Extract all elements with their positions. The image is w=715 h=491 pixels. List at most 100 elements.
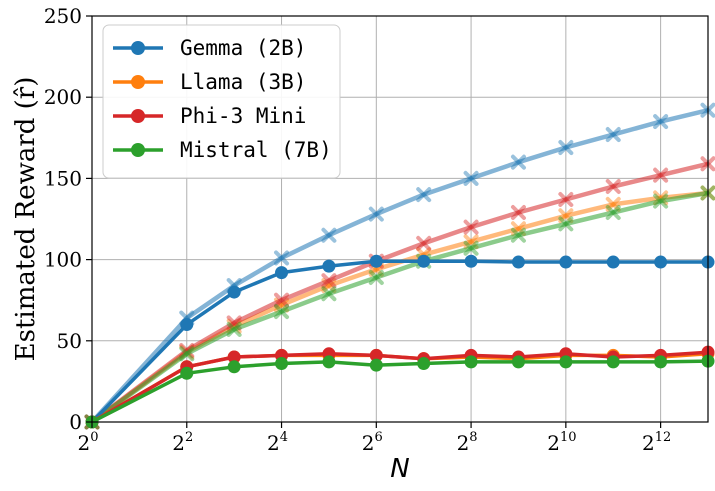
x-tick-label: 24 <box>267 430 288 455</box>
legend-marker <box>131 109 145 123</box>
estimate-x-marker <box>510 205 526 221</box>
legend-item: Gemma (2B) <box>113 36 306 60</box>
data-point <box>559 255 573 269</box>
x-tick-label: 22 <box>172 430 193 455</box>
data-point <box>275 357 289 371</box>
x-tick-base: 2 <box>77 431 90 455</box>
estimate-x-marker <box>368 206 384 222</box>
data-point <box>369 358 383 372</box>
x-tick-exponent: 12 <box>655 430 672 445</box>
data-point <box>606 255 620 269</box>
estimate-x-marker <box>274 292 290 308</box>
estimate-x-marker <box>558 208 574 224</box>
legend-box <box>102 24 341 179</box>
legend-item: Mistral (7B) <box>113 138 332 162</box>
x-tick-exponent: 4 <box>280 430 288 445</box>
estimate-x-marker <box>416 187 432 203</box>
data-point <box>464 355 478 369</box>
estimate-x-marker <box>463 170 479 186</box>
legend-label: Gemma (2B) <box>180 36 306 60</box>
estimate-x-marker <box>463 240 479 256</box>
estimate-x-marker <box>605 205 621 221</box>
data-point <box>654 355 668 369</box>
data-point <box>559 355 573 369</box>
plot-frame <box>91 15 709 423</box>
x-tick-exponent: 2 <box>185 430 193 445</box>
x-tick-label: 210 <box>547 430 576 455</box>
observed-lines <box>85 254 715 429</box>
legend-item: Llama (3B) <box>113 70 306 94</box>
legend-label: Mistral (7B) <box>180 138 332 162</box>
x-tick-base: 2 <box>362 431 375 455</box>
estimate-line <box>90 190 709 424</box>
legend-label: Llama (3B) <box>180 70 306 94</box>
x-tick-label: 28 <box>457 430 478 455</box>
data-point <box>369 254 383 268</box>
estimate-x-marker <box>416 235 432 251</box>
estimate-x-marker <box>653 114 669 130</box>
data-point <box>417 357 431 371</box>
y-tick-label: 100 <box>44 248 82 272</box>
legend-marker <box>131 41 145 55</box>
data-point <box>227 360 241 374</box>
data-point <box>322 259 336 273</box>
legend-marker <box>131 75 145 89</box>
estimate-x-marker <box>653 193 669 209</box>
data-point <box>227 285 241 299</box>
estimate-x-marker <box>226 321 242 337</box>
y-tick-label: 200 <box>44 85 82 109</box>
y-axis-label: Estimated Reward (r̂) <box>11 77 41 362</box>
x-tick-exponent: 6 <box>375 430 383 445</box>
x-axis-label: N <box>390 454 409 484</box>
data-point <box>606 355 620 369</box>
y-tick-label: 50 <box>57 329 82 353</box>
estimate-line <box>90 161 709 424</box>
legend-item: Phi-3 Mini <box>113 104 306 128</box>
estimate-x-marker <box>558 192 574 208</box>
x-tick-label: 26 <box>362 430 383 455</box>
estimate-line <box>90 190 709 424</box>
x-tick-exponent: 10 <box>560 430 577 445</box>
estimate-x-marker <box>510 227 526 243</box>
y-tick-label: 250 <box>44 4 82 28</box>
legend-label: Phi-3 Mini <box>180 104 306 128</box>
data-point <box>322 355 336 369</box>
data-point <box>654 255 668 269</box>
estimate-x-marker <box>653 167 669 183</box>
x-tick-exponent: 0 <box>90 430 98 445</box>
x-tick-base: 2 <box>547 431 560 455</box>
x-tick-label: 20 <box>77 430 98 455</box>
legend-marker <box>131 143 145 157</box>
series-line <box>90 259 708 424</box>
x-tick-base: 2 <box>172 431 185 455</box>
estimate-x-marker <box>558 216 574 232</box>
estimate-x-marker <box>558 140 574 156</box>
estimate-x-marker <box>274 304 290 320</box>
x-tick-exponent: 8 <box>469 430 477 445</box>
y-tick-label: 0 <box>69 410 82 434</box>
data-point <box>180 318 194 332</box>
estimate-x-marker <box>510 154 526 170</box>
estimate-x-marker <box>274 250 290 266</box>
x-tick-base: 2 <box>642 431 655 455</box>
estimate-x-marker <box>179 346 195 362</box>
data-point <box>180 366 194 380</box>
data-point <box>227 350 241 364</box>
data-point <box>369 348 383 362</box>
estimate-x-marker <box>368 269 384 285</box>
legend: Gemma (2B) Llama (3B) Phi-3 Mini Mistral (7… <box>102 24 341 179</box>
data-point <box>464 254 478 268</box>
data-point <box>417 254 431 268</box>
estimate-x-marker <box>605 196 621 212</box>
data-point <box>275 266 289 280</box>
x-tick-base: 2 <box>457 431 470 455</box>
estimate-x-marker <box>321 227 337 243</box>
estimate-x-marker <box>605 127 621 143</box>
data-point <box>511 355 525 369</box>
estimate-x-marker <box>463 219 479 235</box>
x-tick-label: 212 <box>642 430 671 455</box>
estimate-x-marker <box>605 179 621 195</box>
estimate-x-marker <box>321 273 337 289</box>
